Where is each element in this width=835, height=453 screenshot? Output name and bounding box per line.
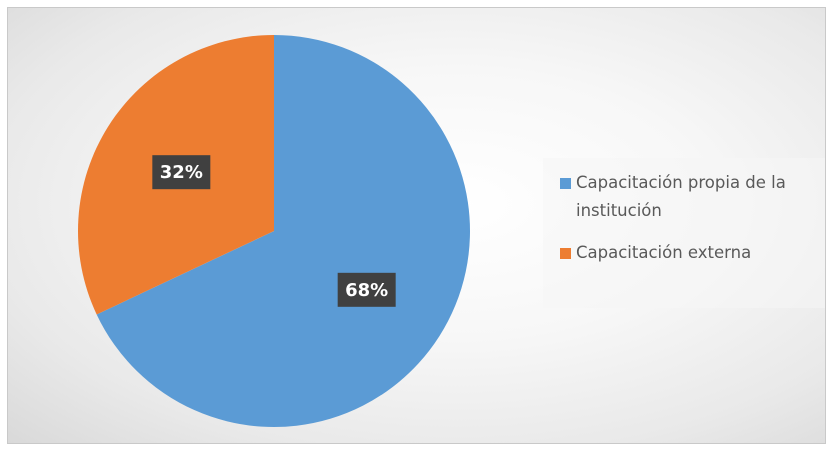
legend-label-external: Capacitación externa	[576, 243, 752, 262]
slice-internal	[96, 35, 470, 427]
legend-item-external: Capacitación externa	[560, 239, 825, 267]
legend: Capacitación propia de la institución Ca…	[543, 158, 825, 308]
data-label-internal: 68%	[337, 272, 396, 307]
pie-chart: 68% 32%	[78, 35, 470, 427]
legend-label-internal: Capacitación propia de la institución	[576, 173, 786, 220]
legend-item-internal: Capacitación propia de la institución	[560, 169, 825, 225]
data-label-text: 68%	[345, 280, 388, 301]
data-label-box	[152, 155, 211, 190]
legend-swatch-external	[560, 248, 571, 259]
legend-swatch-internal	[560, 178, 571, 189]
chart-area: 68% 32% Capacitación propia de la institu…	[7, 7, 826, 444]
data-label-box	[337, 272, 396, 307]
data-label-external: 32%	[152, 155, 211, 190]
data-label-text: 32%	[160, 162, 203, 183]
